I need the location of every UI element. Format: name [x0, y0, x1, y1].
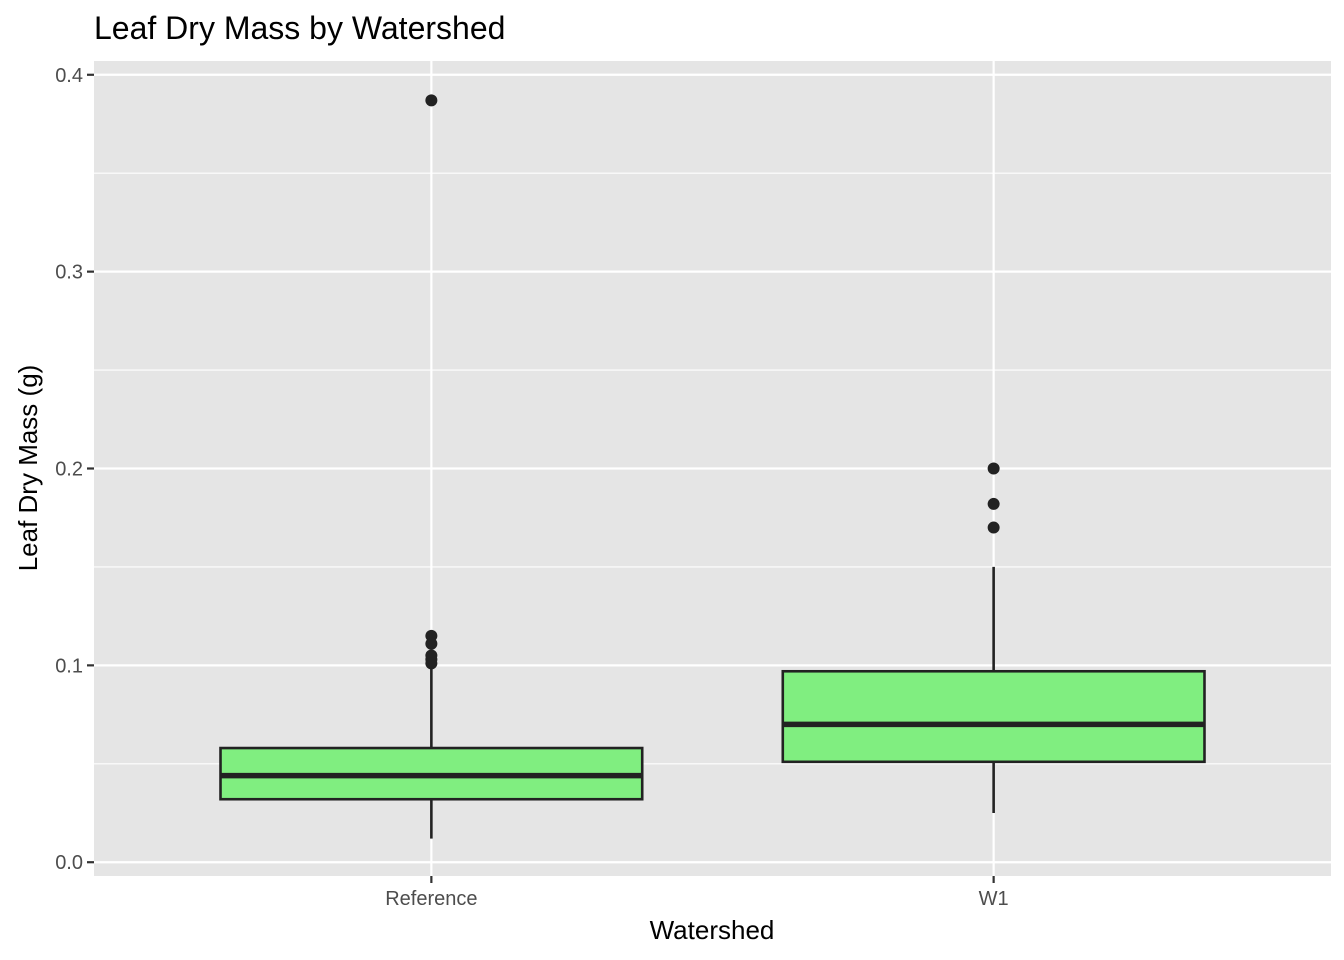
y-tick-label: 0.3 — [55, 262, 83, 284]
x-tick-label: Reference — [385, 888, 477, 910]
box-group-reference — [219, 94, 644, 839]
y-tick-label: 0.2 — [55, 459, 83, 481]
outlier-point — [987, 497, 1000, 510]
x-tick-label: W1 — [979, 888, 1009, 910]
y-axis-title: Leaf Dry Mass (g) — [13, 365, 43, 572]
chart-title: Leaf Dry Mass by Watershed — [94, 10, 505, 46]
axes: 0.0 0.1 0.2 0.3 0.4 Reference W1 — [55, 65, 1008, 910]
outlier-point — [987, 521, 1000, 534]
boxes — [219, 94, 1206, 839]
box-group-w1 — [781, 462, 1206, 814]
y-tick-label: 0.1 — [55, 655, 83, 677]
y-tick-label: 0.0 — [55, 852, 83, 874]
y-tick-label: 0.4 — [55, 65, 83, 87]
x-axis-title: Watershed — [650, 915, 775, 945]
outlier-point — [425, 94, 438, 107]
outlier-point — [987, 462, 1000, 475]
outlier-point — [425, 637, 438, 650]
iqr-box — [781, 669, 1206, 764]
outlier-point — [425, 657, 438, 670]
